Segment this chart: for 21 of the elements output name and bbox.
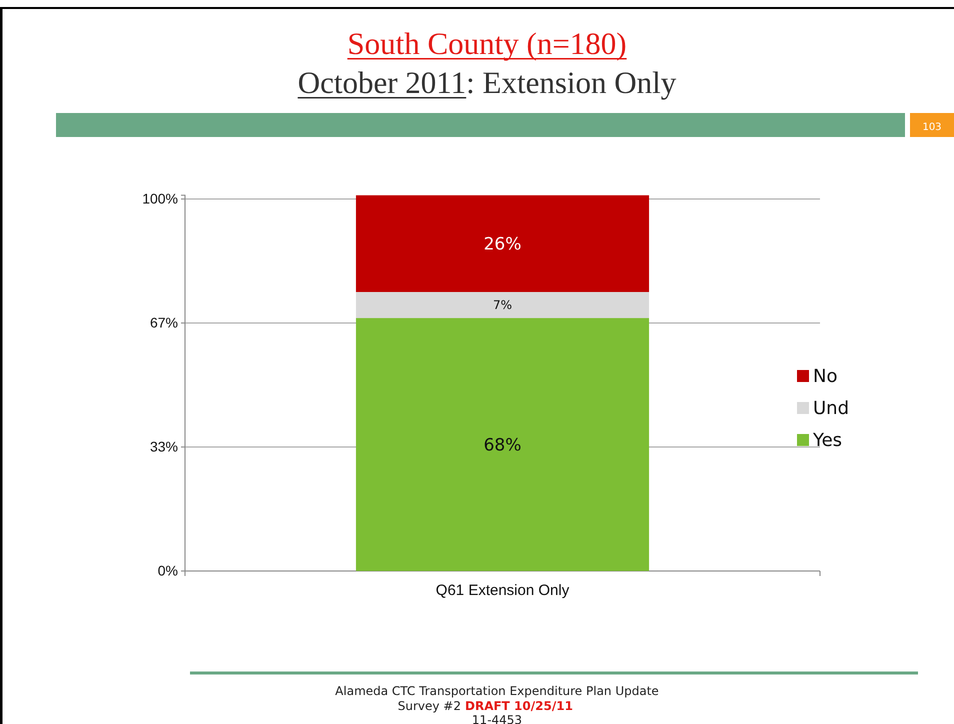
legend-label: Und bbox=[813, 398, 850, 419]
data-label: 26% bbox=[484, 234, 522, 255]
text: 11-4453 bbox=[472, 713, 522, 724]
x-tick-label: Q61 Extension Only bbox=[436, 582, 570, 599]
legend-label: No bbox=[813, 366, 838, 387]
y-tick-label: 33% bbox=[150, 438, 178, 454]
y-tick-label: 100% bbox=[142, 190, 178, 206]
chart-title: South County (n=180) bbox=[347, 26, 627, 61]
y-tick-label: 67% bbox=[150, 314, 178, 330]
text: 103 bbox=[922, 122, 942, 133]
bar bbox=[356, 292, 650, 318]
chart-subtitle: October 2011: Extension Only bbox=[298, 65, 677, 100]
bar bbox=[356, 318, 650, 571]
y-tick-label: 0% bbox=[158, 562, 178, 578]
text: Alameda CTC Transportation Expenditure Plan Update bbox=[335, 684, 659, 698]
text: Survey #2 bbox=[398, 699, 461, 713]
text: DRAFT 10/25/11 bbox=[465, 699, 573, 713]
data-label: 68% bbox=[484, 436, 522, 456]
legend-label: Yes bbox=[812, 430, 842, 451]
data-label: 7% bbox=[492, 298, 512, 312]
bar bbox=[356, 195, 650, 292]
